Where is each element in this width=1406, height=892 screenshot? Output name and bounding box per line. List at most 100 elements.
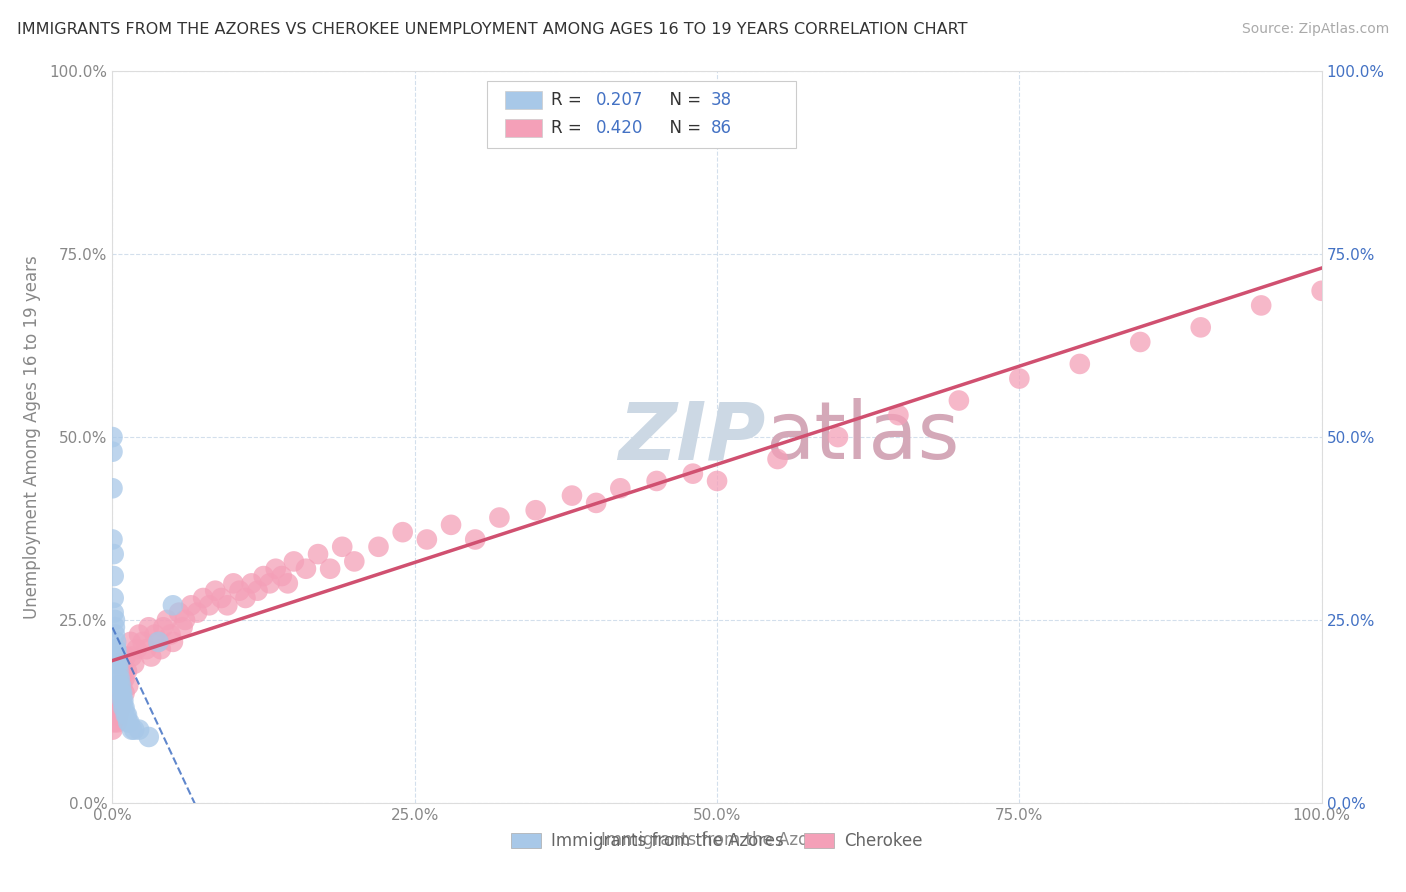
Point [156, 613, 179, 627]
Point [367, 540, 389, 554]
Point [259, 576, 281, 591]
Point [191, 591, 214, 605]
Point [135, 642, 157, 657]
Point [246, 583, 269, 598]
Point [464, 533, 486, 547]
Point [1189, 320, 1212, 334]
Point [295, 562, 318, 576]
Text: ZIP: ZIP [619, 398, 765, 476]
Point [117, 679, 139, 693]
Point [111, 679, 134, 693]
Text: R =: R = [551, 119, 588, 136]
Point [1129, 334, 1152, 349]
Point [162, 635, 184, 649]
Point [228, 583, 250, 598]
Point [148, 635, 170, 649]
Point [112, 693, 135, 707]
Point [235, 591, 257, 605]
Point [103, 547, 125, 561]
Text: IMMIGRANTS FROM THE AZORES VS CHEROKEE UNEMPLOYMENT AMONG AGES 16 TO 19 YEARS CO: IMMIGRANTS FROM THE AZORES VS CHEROKEE U… [17, 22, 967, 37]
Point [217, 599, 239, 613]
Point [107, 708, 129, 723]
Point [122, 657, 145, 671]
Text: 38: 38 [711, 91, 733, 109]
Point [682, 467, 704, 481]
Point [111, 693, 134, 707]
Point [128, 723, 150, 737]
Point [319, 562, 342, 576]
Point [114, 686, 136, 700]
Text: 86: 86 [711, 119, 733, 136]
Point [112, 664, 135, 678]
Point [186, 606, 208, 620]
Point [128, 627, 150, 641]
Point [706, 474, 728, 488]
Point [204, 583, 226, 598]
FancyBboxPatch shape [506, 91, 541, 110]
Point [645, 474, 668, 488]
Point [112, 700, 135, 714]
Point [110, 679, 132, 693]
Point [101, 481, 124, 495]
Point [172, 620, 194, 634]
Point [118, 715, 141, 730]
Text: 0.420: 0.420 [596, 119, 644, 136]
X-axis label: Immigrants from the Azores: Immigrants from the Azores [600, 831, 834, 849]
Point [101, 533, 124, 547]
Point [561, 489, 583, 503]
Point [827, 430, 849, 444]
Point [253, 569, 276, 583]
Point [105, 635, 128, 649]
Point [122, 723, 145, 737]
Point [108, 686, 131, 700]
Point [148, 635, 170, 649]
Point [105, 642, 128, 657]
Point [105, 679, 128, 693]
Point [162, 599, 184, 613]
Point [1069, 357, 1091, 371]
Point [101, 723, 124, 737]
Point [101, 700, 124, 714]
Point [240, 576, 263, 591]
Point [107, 693, 129, 707]
Y-axis label: Unemployment Among Ages 16 to 19 years: Unemployment Among Ages 16 to 19 years [24, 255, 41, 619]
Point [277, 576, 299, 591]
Point [121, 723, 143, 737]
Point [138, 730, 160, 744]
Point [174, 613, 197, 627]
Point [104, 627, 127, 641]
Point [104, 693, 127, 707]
Point [120, 635, 142, 649]
Point [114, 708, 136, 723]
Point [488, 510, 510, 524]
Point [307, 547, 329, 561]
Point [105, 657, 128, 671]
Point [132, 635, 155, 649]
Point [107, 664, 129, 678]
Point [121, 649, 143, 664]
Point [283, 554, 305, 568]
Point [103, 686, 125, 700]
Text: atlas: atlas [765, 398, 960, 476]
FancyBboxPatch shape [506, 119, 541, 137]
Point [108, 672, 131, 686]
Point [264, 562, 287, 576]
Point [114, 649, 136, 664]
Point [111, 686, 134, 700]
Point [103, 715, 125, 730]
Point [110, 686, 132, 700]
Point [104, 708, 127, 723]
Point [887, 408, 910, 422]
Point [117, 715, 139, 730]
Point [103, 569, 125, 583]
Point [391, 525, 413, 540]
Point [103, 591, 125, 605]
Point [330, 540, 353, 554]
Point [152, 620, 174, 634]
Point [143, 627, 166, 641]
Point [101, 430, 124, 444]
Point [1250, 298, 1272, 312]
Point [766, 452, 789, 467]
Point [114, 672, 136, 686]
Point [198, 599, 221, 613]
